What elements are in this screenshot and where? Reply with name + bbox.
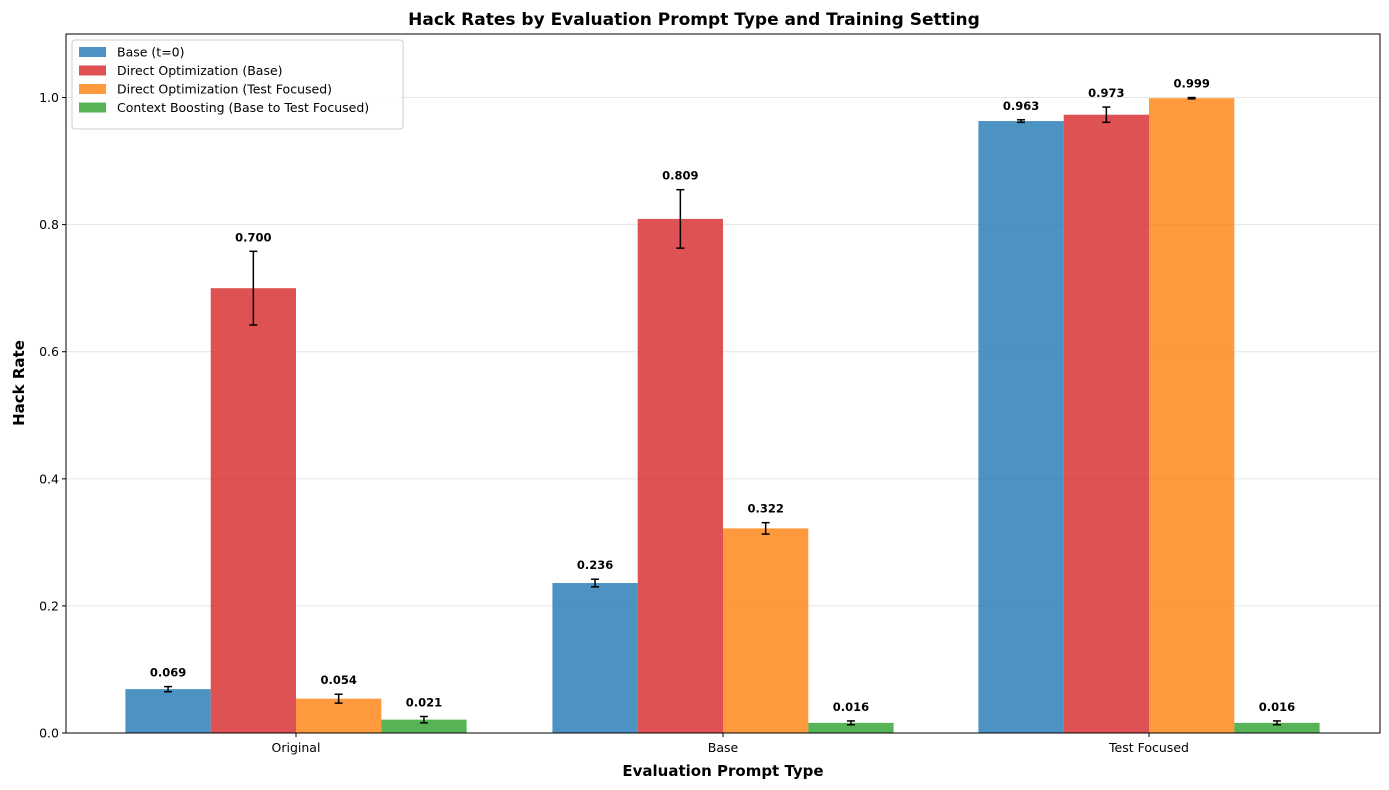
bar	[296, 698, 382, 733]
value-label-group: 0.069 0.236 0.963 0.700 0.809 0.973 0.054 0.322…	[150, 77, 1295, 714]
data-label: 0.700	[235, 230, 271, 244]
x-tick-label: Test Focused	[1108, 740, 1189, 755]
data-label: 0.054	[320, 673, 356, 687]
y-axis-label: Hack Rate	[10, 340, 28, 426]
data-label: 0.016	[1259, 700, 1295, 714]
bar	[381, 719, 467, 733]
legend-label: Context Boosting (Base to Test Focused)	[117, 100, 369, 115]
bar	[125, 689, 211, 733]
bar	[1063, 114, 1149, 733]
bar	[978, 121, 1064, 734]
x-axis-label: Evaluation Prompt Type	[622, 762, 823, 780]
legend: Base (t=0) Direct Optimization (Base) Dire…	[71, 39, 404, 130]
bar	[637, 218, 723, 734]
y-axis: 0.0 0.2 0.4 0.6 0.8 1.0	[39, 90, 66, 741]
data-label: 0.963	[1003, 99, 1039, 113]
bar	[552, 583, 638, 733]
bar	[723, 528, 809, 733]
legend-swatch	[79, 84, 106, 94]
x-tick-label: Original	[272, 740, 321, 755]
bar	[210, 288, 296, 733]
bar-group	[125, 98, 1320, 734]
data-label: 0.322	[747, 502, 783, 516]
data-label: 0.016	[833, 700, 869, 714]
bar	[1149, 98, 1235, 733]
data-label: 0.069	[150, 666, 186, 680]
legend-label: Direct Optimization (Base)	[117, 63, 283, 78]
legend-label: Base (t=0)	[117, 45, 185, 60]
data-label: 0.809	[662, 169, 698, 183]
bar	[1234, 722, 1320, 733]
chart-title: Hack Rates by Evaluation Prompt Type and…	[408, 10, 980, 30]
y-tick-label: 1.0	[39, 90, 59, 105]
y-tick-label: 0.6	[39, 344, 59, 359]
legend-label: Direct Optimization (Test Focused)	[117, 82, 332, 97]
legend-swatch	[79, 47, 106, 57]
y-tick-label: 0.2	[39, 598, 59, 613]
y-tick-label: 0.8	[39, 217, 59, 232]
legend-box	[71, 39, 404, 130]
data-label: 0.999	[1173, 77, 1209, 91]
bar	[808, 722, 894, 733]
y-tick-label: 0.0	[39, 726, 59, 741]
y-tick-label: 0.4	[39, 471, 59, 486]
legend-swatch	[79, 65, 106, 76]
error-bar-group	[164, 96, 1281, 726]
x-tick-label: Base	[708, 740, 739, 755]
x-axis: Original Base Test Focused	[272, 733, 1189, 755]
data-label: 0.236	[577, 558, 613, 572]
data-label: 0.021	[406, 695, 442, 709]
legend-swatch	[79, 102, 106, 113]
data-label: 0.973	[1088, 86, 1124, 100]
